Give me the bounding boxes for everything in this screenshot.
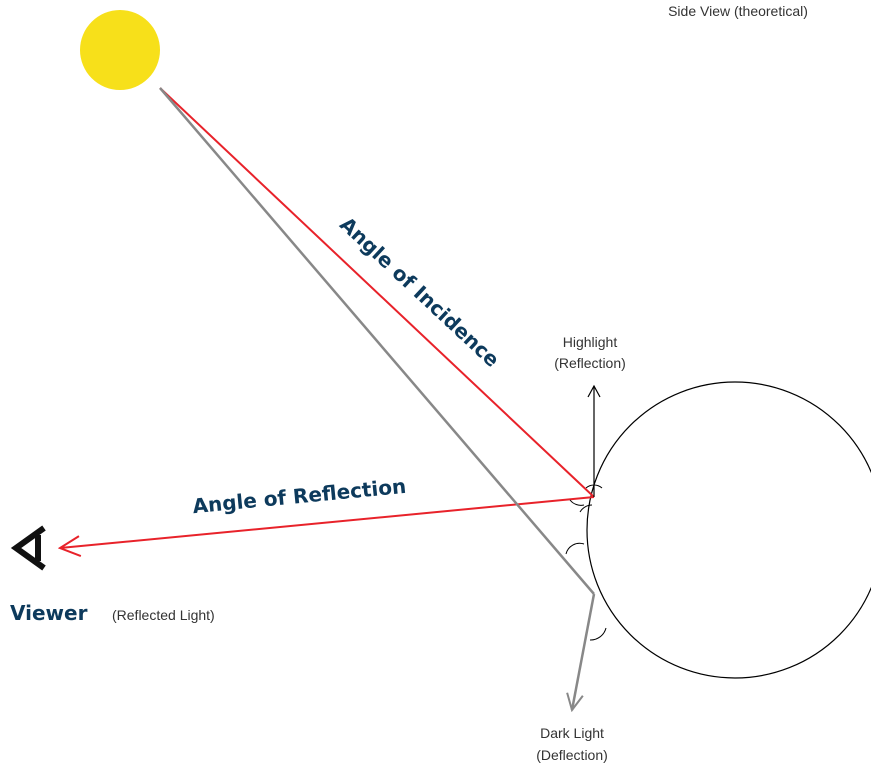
dark-label: Dark Light — [540, 725, 604, 741]
highlight-note: (Reflection) — [554, 355, 626, 371]
reflection-label: Angle of Reflection — [191, 474, 407, 518]
eye-icon — [10, 525, 46, 571]
dark-note: (Deflection) — [536, 747, 608, 763]
incidence-label: Angle of Incidence — [335, 212, 504, 372]
incidence-ray — [159, 87, 595, 498]
highlight-label: Highlight — [563, 334, 618, 350]
grazing-ray — [159, 87, 595, 595]
viewer-label: Viewer — [10, 601, 88, 625]
sun — [80, 10, 160, 90]
viewer-note: (Reflected Light) — [112, 607, 215, 623]
angle-arcs — [565, 484, 607, 641]
reflection-ray — [60, 496, 595, 548]
caption: Side View (theoretical) — [668, 3, 808, 19]
sphere — [586, 381, 871, 679]
deflection-ray — [572, 593, 596, 710]
